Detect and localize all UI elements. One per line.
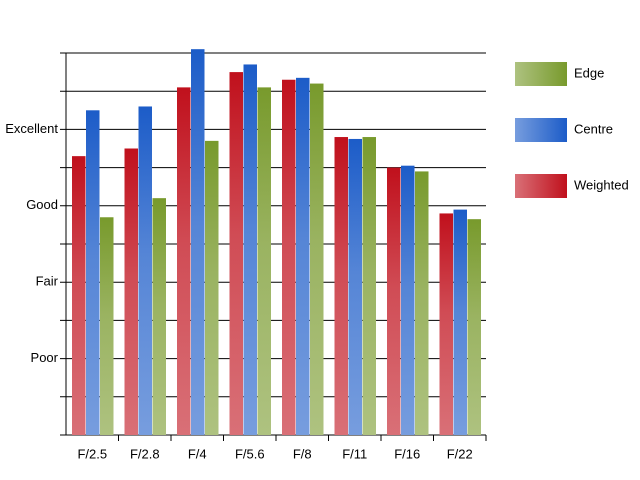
bar [177,87,191,435]
x-tick-label: F/2.8 [130,446,160,461]
bar [362,137,376,436]
x-tick-label: F/11 [342,446,367,461]
bar [310,83,324,435]
bar [124,148,138,435]
x-tick-label: F/16 [394,446,420,461]
bar [296,77,310,435]
y-tick-label: Fair [36,274,59,289]
x-tick-label: F/22 [447,446,473,461]
x-tick-label: F/8 [293,446,312,461]
legend-label: Edge [574,65,604,80]
bar [348,138,362,435]
bar [257,87,271,435]
bar [467,219,481,435]
bar [191,49,205,436]
bar [100,217,114,435]
bar [439,213,453,435]
bar [453,209,467,435]
y-tick-label: Excellent [5,121,58,136]
bar [72,156,86,435]
bar [387,167,401,435]
legend-label: Weighted [574,177,629,192]
bar [334,137,348,436]
legend-swatch [515,174,567,198]
bar [415,171,429,436]
legend-label: Centre [574,121,613,136]
bar [282,79,296,436]
bar [86,110,100,436]
x-tick-label: F/5.6 [235,446,265,461]
bar [229,72,243,435]
legend-swatch [515,62,567,86]
bar [205,140,219,436]
x-tick-label: F/4 [188,446,207,461]
bar [152,198,166,435]
bar [138,106,152,435]
bar [401,165,415,435]
y-tick-label: Poor [31,350,59,365]
bar [243,64,257,436]
legend-swatch [515,118,567,142]
y-tick-label: Good [26,197,58,212]
x-tick-label: F/2.5 [77,446,107,461]
